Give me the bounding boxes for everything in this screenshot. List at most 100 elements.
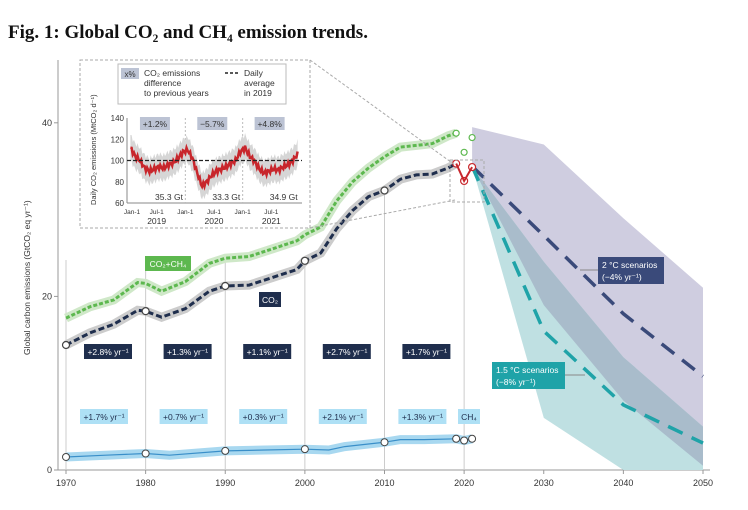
co2-ch4-label: CO₂+CH₄ (150, 259, 187, 269)
annual-total: 34.9 Gt (270, 192, 299, 202)
inset-y-tick: 60 (115, 199, 124, 208)
inset-x-tick: Jul-1 (150, 209, 164, 216)
inset-x-tick: Jan-1 (124, 209, 141, 216)
ch4-marker (380, 438, 389, 447)
inset-y-tick: 80 (115, 178, 124, 187)
scenario-2c-bg (598, 257, 664, 284)
co2-rate-label-bg (163, 344, 212, 359)
co2-rate-label: +1.1% yr⁻¹ (247, 347, 288, 357)
x-tick-label: 2050 (693, 478, 713, 488)
ch4-marker (468, 434, 477, 443)
co2-rate-label: +2.8% yr⁻¹ (87, 347, 128, 357)
ch4-marker (300, 445, 309, 454)
co2-ch4-marker (452, 129, 460, 137)
change-label: −5.7% (200, 119, 225, 129)
annual-total: 33.3 Gt (212, 192, 241, 202)
inset-year: 2021 (262, 216, 281, 226)
co2-ch4-marker (468, 133, 476, 142)
y-tick-label: 0 (47, 465, 52, 475)
inset-y-tick: 120 (111, 135, 125, 144)
co2-marker (61, 340, 71, 350)
co2-label: CO₂ (262, 295, 278, 305)
ch4-rate-label-bg (239, 409, 288, 424)
ch4-marker (62, 452, 70, 461)
ch4-marker (452, 434, 461, 443)
co2-ch4-label-bg (145, 256, 191, 271)
x-tick-label: 2010 (374, 478, 394, 488)
x-tick-label: 1990 (215, 478, 235, 488)
ch4-rate-label-bg (159, 409, 208, 424)
scenario-2c-rate: (−4% yr⁻¹) (602, 272, 642, 282)
scenario-line-0 (470, 164, 705, 378)
band-overlap (472, 166, 703, 466)
ch4-marker (460, 436, 469, 445)
change-badge (254, 117, 285, 130)
scenario-15c-bg (492, 362, 565, 389)
inset-year: 2019 (147, 216, 166, 226)
ch4-rate-label: +0.7% yr⁻¹ (163, 412, 204, 422)
co2-rate-label-bg (402, 344, 451, 359)
inset-y-label: Daily CO₂ emissions (MtCO₂ d⁻¹) (89, 94, 98, 205)
scenario-line-1 (470, 165, 704, 445)
co2-marker (300, 256, 309, 265)
y-axis-label: Global carbon emissions (GtCO₂ eq yr⁻¹) (22, 200, 32, 355)
co2-rate-label-bg (84, 344, 132, 359)
ch4-label: CH₄ (461, 412, 477, 422)
inset-x-tick: Jan-1 (235, 209, 252, 216)
co2-rate-label: +2.7% yr⁻¹ (326, 347, 367, 357)
legend-swatch (121, 68, 139, 79)
ch4-rate-label-bg (80, 409, 128, 424)
y-tick-label: 40 (42, 118, 52, 128)
co2-marker (141, 307, 150, 316)
change-label: +1.2% (143, 119, 168, 129)
inset-x-tick: Jan-1 (177, 209, 194, 216)
ch4-rate-label: +2.1% yr⁻¹ (322, 412, 363, 422)
ch4-label-bg (458, 409, 480, 424)
ch4-marker (221, 446, 230, 455)
series-line-co2-ch4 (65, 131, 457, 320)
legend-diff-label-3: to previous years (144, 88, 209, 98)
co2-marker (221, 281, 230, 291)
zoom-region (449, 159, 485, 203)
legend-diff-label: CO₂ emissions (144, 68, 200, 78)
scenario-1-5c-rate: (−8% yr⁻¹) (496, 377, 536, 387)
co2-label-bg (259, 292, 281, 307)
legend-swatch-label: x% (124, 70, 135, 79)
ch4-rate-label: +1.3% yr⁻¹ (402, 412, 443, 422)
legend-avg-label-2: average (244, 78, 275, 88)
ch4-rate-label: +0.3% yr⁻¹ (243, 412, 284, 422)
ch4-rate-label-bg (318, 409, 367, 424)
x-tick-label: 1980 (136, 478, 156, 488)
co2-rate-label-bg (322, 344, 371, 359)
annual-total: 35.3 Gt (155, 192, 184, 202)
co2-rate-label-bg (243, 344, 292, 359)
inset-x-tick: Jul-1 (264, 209, 278, 216)
inset-year: 2020 (205, 216, 224, 226)
inset-legend (117, 63, 287, 105)
inset-connector (309, 59, 456, 166)
figure-title: Fig. 1: Global CO₂ and CH₄ emission tren… (8, 22, 368, 43)
ch4-rate-label-bg (398, 409, 447, 424)
y-tick-label: 20 (42, 291, 52, 301)
inset-y-tick: 100 (111, 157, 125, 166)
inset-daily-line (130, 143, 299, 191)
inset-y-tick: 140 (111, 114, 125, 123)
inset-uncertainty (130, 132, 298, 200)
co2-rate-label: +1.7% yr⁻¹ (406, 347, 447, 357)
change-label: +4.8% (257, 119, 282, 129)
x-tick-label: 2030 (534, 478, 554, 488)
inset-x-tick: Jul-1 (207, 209, 221, 216)
legend-avg-label: Daily (244, 68, 264, 78)
scenario-1-5c-label: 1.5 °C scenarios (496, 365, 558, 375)
co2-marker (380, 186, 389, 195)
change-badge (139, 117, 170, 130)
legend-diff-label-2: difference (144, 78, 181, 88)
x-tick-label: 1970 (56, 478, 76, 488)
co2-ch4-marker (460, 148, 468, 156)
x-tick-label: 2040 (613, 478, 633, 488)
x-tick-label: 2020 (454, 478, 474, 488)
change-badge (197, 117, 228, 130)
co2-rate-label: +1.3% yr⁻¹ (167, 347, 208, 357)
ch4-rate-label: +1.7% yr⁻¹ (83, 412, 124, 422)
